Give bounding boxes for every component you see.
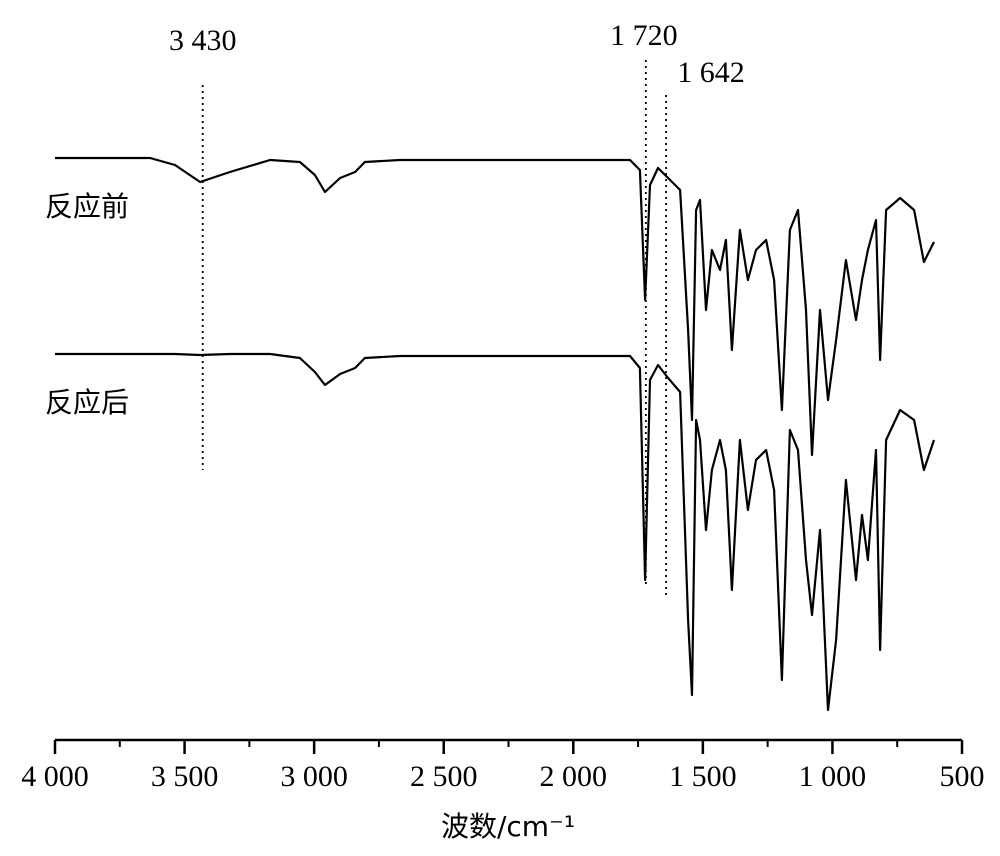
spectrum-line	[55, 156, 935, 457]
annotation-label: 3 430	[169, 24, 237, 57]
annotation-label: 1 720	[610, 19, 678, 52]
x-tick-label: 4 000	[21, 760, 89, 793]
x-tick-label: 1 000	[799, 760, 867, 793]
x-axis-label: 波数/cm⁻¹	[441, 810, 575, 843]
x-tick-label: 3 500	[151, 760, 219, 793]
x-tick-label: 500	[940, 760, 985, 793]
series-label: 反应后	[45, 386, 129, 419]
x-tick-label: 3 000	[280, 760, 348, 793]
spectrum-line	[55, 352, 936, 712]
x-tick-label: 2 500	[410, 760, 478, 793]
annotation-label: 1 642	[677, 56, 745, 89]
series-label: 反应前	[45, 190, 129, 223]
x-tick-label: 1 500	[669, 760, 737, 793]
x-tick-label: 2 000	[540, 760, 608, 793]
